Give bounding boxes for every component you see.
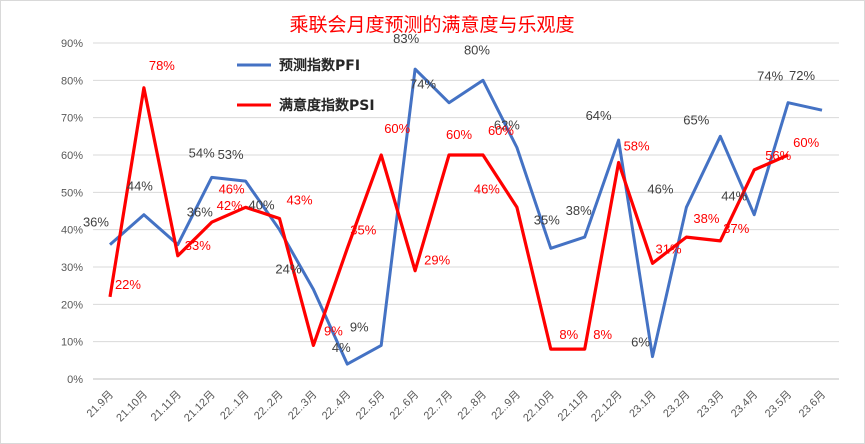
data-label: 74% [410, 77, 436, 92]
data-label: 60% [384, 121, 410, 136]
data-label: 6% [631, 335, 650, 350]
data-label: 65% [683, 112, 709, 127]
x-tick-label: 23.4月 [729, 389, 760, 420]
x-tick-label: 22..6月 [388, 389, 422, 423]
data-label: 60% [793, 135, 819, 150]
x-tick-label: 23.3月 [695, 389, 726, 420]
x-tick-label: 21.10月 [114, 389, 150, 425]
y-tick-label: 90% [61, 38, 83, 50]
y-tick-label: 0% [67, 374, 83, 386]
data-label: 46% [474, 181, 500, 196]
data-label: 38% [566, 203, 592, 218]
data-label: 64% [586, 108, 612, 123]
x-tick-label: 22..9月 [489, 389, 523, 423]
data-label: 24% [275, 261, 301, 276]
data-label: 22% [115, 277, 141, 292]
data-label: 36% [187, 205, 213, 220]
gridlines [93, 42, 839, 380]
y-tick-label: 30% [61, 262, 83, 274]
data-label: 42% [217, 198, 243, 213]
data-label: 83% [393, 31, 419, 46]
x-tick-label: 22..5月 [354, 389, 388, 423]
data-label: 53% [218, 147, 244, 162]
legend-label: 预测指数PFI [279, 57, 360, 74]
data-label: 46% [219, 181, 245, 196]
x-tick-label: 22..1月 [218, 389, 252, 423]
x-tick-label: 22.12月 [589, 389, 625, 425]
data-labels: 36% 44% 36% 54% 53% 40% 24% 4% 9% 83% 74% 80% 62% 35%… [83, 31, 820, 355]
series-lines [108, 67, 823, 366]
y-tick-label: 70% [61, 113, 83, 125]
data-label: 60% [488, 123, 514, 138]
x-tick-label: 22..2月 [252, 389, 286, 423]
data-label: 38% [693, 211, 719, 226]
data-label: 72% [789, 68, 815, 83]
x-tick-label: 22..3月 [286, 389, 320, 423]
y-tick-label: 80% [61, 75, 83, 87]
data-label: 46% [647, 181, 673, 196]
x-tick-label: 22.11月 [556, 389, 591, 424]
data-label: 74% [757, 69, 783, 84]
series-line-psi [108, 86, 789, 351]
data-label: 80% [464, 42, 490, 57]
legend: 预测指数PFI 满意度指数PSI [237, 57, 375, 114]
y-tick-label: 10% [61, 337, 83, 349]
x-tick-label: 22..4月 [320, 389, 354, 423]
x-tick-label: 23.2月 [661, 389, 692, 420]
data-label: 31% [655, 241, 681, 256]
x-tick-label: 22.10月 [521, 389, 557, 425]
data-label: 44% [721, 189, 747, 204]
data-label: 9% [350, 319, 369, 334]
data-label: 62% [494, 118, 520, 133]
data-label: 8% [593, 327, 612, 342]
x-tick-label: 23.5月 [763, 389, 794, 420]
x-tick-label: 22..8月 [456, 389, 490, 423]
data-label: 8% [559, 327, 578, 342]
y-tick-label: 50% [61, 187, 83, 199]
data-label: 4% [332, 340, 351, 355]
y-tick-label: 40% [61, 225, 83, 237]
data-label: 9% [324, 323, 343, 338]
y-tick-label: 20% [61, 299, 83, 311]
y-axis-ticks: 0% 10% 20% 30% 40% 50% 60% 70% 80% 90% [61, 38, 83, 386]
data-label: 37% [723, 221, 749, 236]
chart-title: 乘联会月度预测的满意度与乐观度 [289, 14, 574, 36]
data-label: 29% [424, 253, 450, 268]
series-line-pfi [109, 67, 823, 366]
data-label: 56% [765, 148, 791, 163]
data-label: 35% [350, 222, 376, 237]
legend-label: 满意度指数PSI [279, 97, 375, 114]
x-tick-label: 21.12月 [182, 389, 218, 425]
x-tick-label: 23.1月 [627, 389, 658, 420]
data-label: 43% [286, 192, 312, 207]
x-tick-label: 22..7月 [422, 389, 456, 423]
data-label: 40% [248, 198, 274, 213]
y-tick-label: 60% [61, 150, 83, 162]
data-label: 36% [83, 215, 109, 230]
x-tick-label: 23.6月 [797, 389, 828, 420]
data-label: 33% [185, 238, 211, 253]
x-tick-label: 21.9月 [85, 389, 116, 420]
data-label: 60% [446, 127, 472, 142]
data-label: 44% [127, 179, 153, 194]
data-label: 58% [624, 138, 650, 153]
data-label: 54% [189, 145, 215, 160]
data-label: 78% [149, 58, 175, 73]
x-tick-label: 21.11月 [149, 389, 184, 424]
data-label: 35% [534, 212, 560, 227]
